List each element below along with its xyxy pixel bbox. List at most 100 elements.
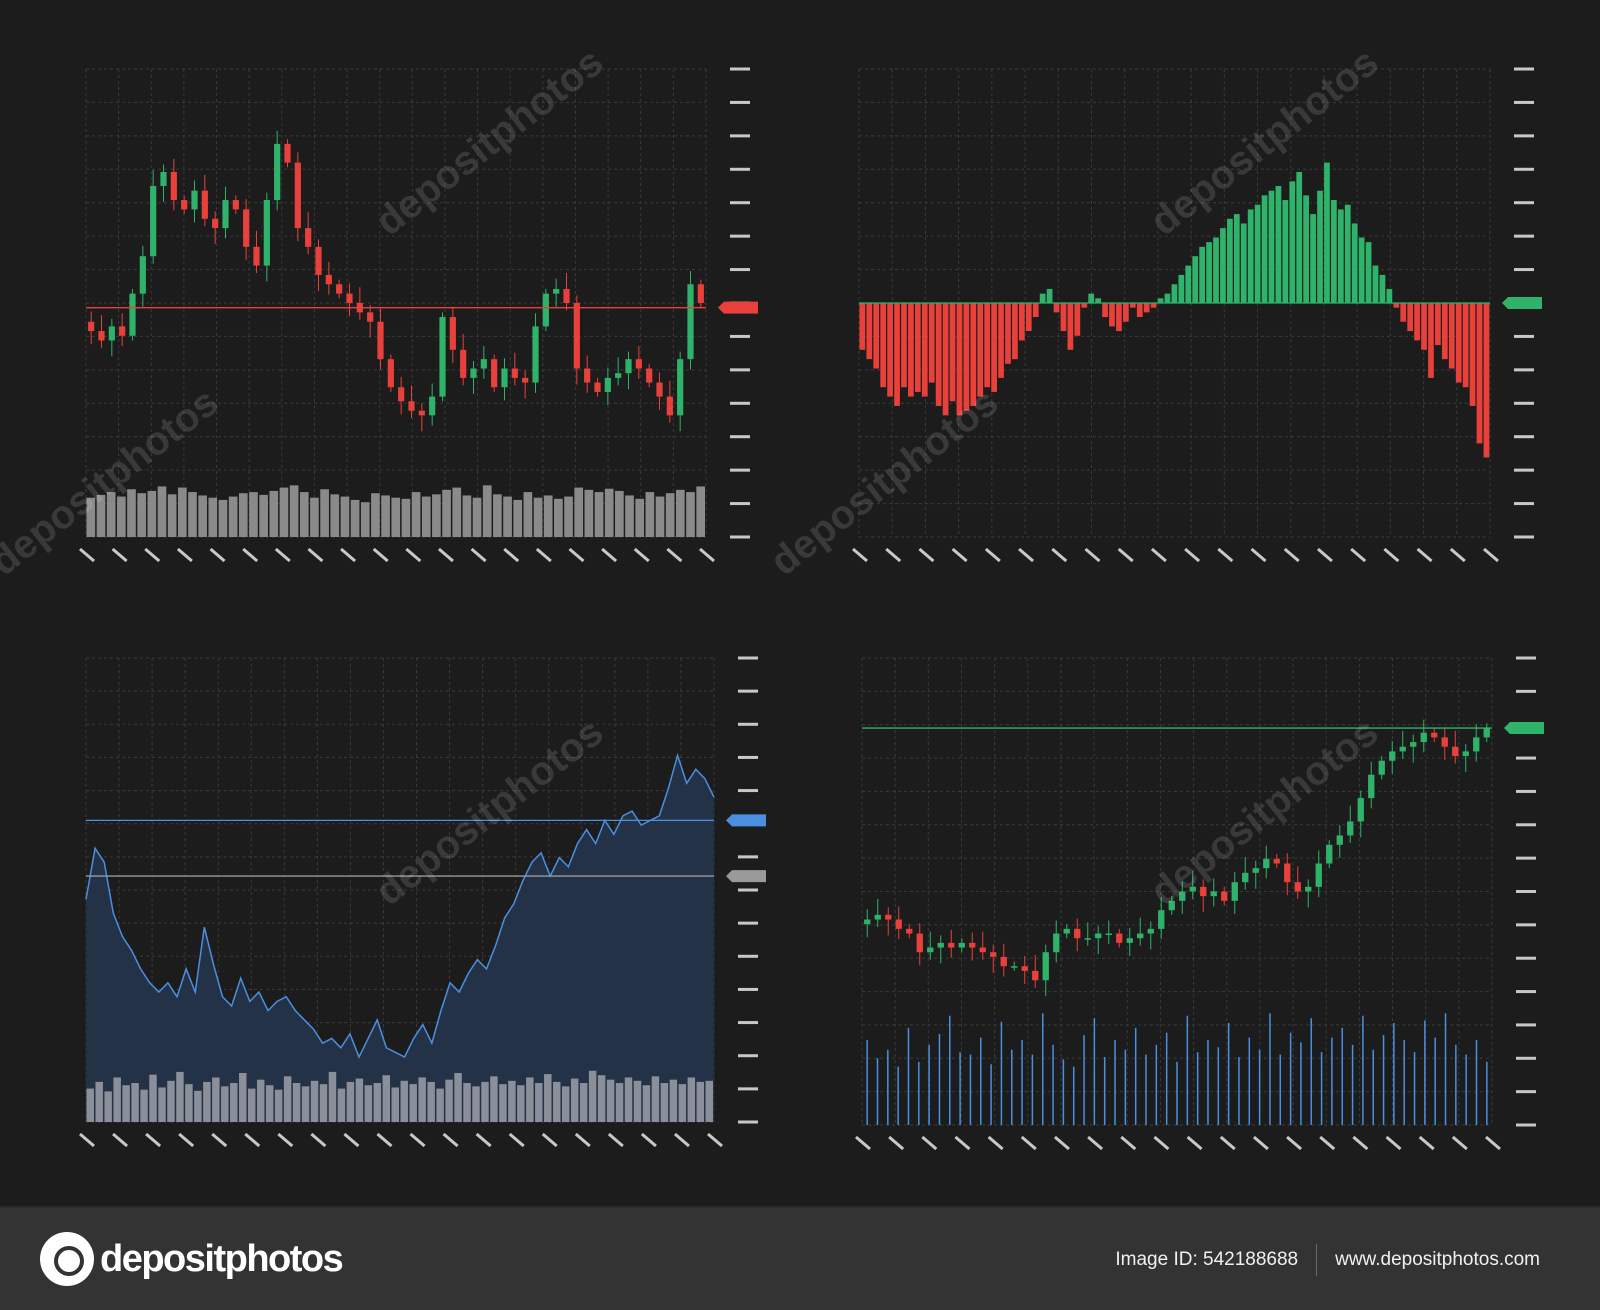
- volume-bar: [513, 499, 523, 537]
- candle-down: [1200, 886, 1207, 897]
- histogram-bar-negative: [1136, 303, 1143, 318]
- volume-bar: [436, 1088, 444, 1122]
- candle-down: [367, 312, 374, 322]
- candle-down: [305, 228, 312, 247]
- volume-bar: [96, 494, 106, 537]
- y-axis-tick-label: [738, 921, 758, 925]
- histogram-bar-negative: [880, 303, 887, 388]
- histogram-bar-negative: [908, 303, 914, 397]
- volume-bar: [131, 1083, 139, 1122]
- volume-bar: [1289, 1032, 1292, 1125]
- x-axis-tick-label: [211, 1132, 228, 1148]
- candle-up: [191, 190, 198, 210]
- histogram-bar-negative: [901, 303, 907, 388]
- volume-bar: [615, 1083, 624, 1122]
- candle-down: [916, 933, 923, 953]
- volume-bar: [1145, 1054, 1147, 1125]
- histogram-bar-positive: [1227, 218, 1233, 303]
- y-axis-tick-label: [730, 535, 750, 539]
- image-id: Image ID: 542188688: [1115, 1249, 1299, 1270]
- candle-down: [418, 410, 425, 416]
- candle-down: [1294, 882, 1301, 892]
- candle-up: [1347, 821, 1354, 836]
- histogram-bar-positive: [1310, 214, 1316, 303]
- candle-down: [979, 947, 986, 953]
- volume-bar: [1310, 1018, 1313, 1125]
- volume-bar: [320, 489, 329, 537]
- volume-bar: [228, 496, 238, 537]
- x-axis-tick-label: [310, 1132, 327, 1148]
- candle-up: [1378, 760, 1385, 775]
- candle-up: [160, 171, 167, 186]
- volume-bar: [432, 494, 441, 537]
- y-axis-tick-label: [730, 435, 750, 439]
- x-axis-tick-label: [376, 1132, 393, 1148]
- histogram-bar-negative: [1476, 303, 1483, 444]
- volume-bar: [907, 1027, 910, 1125]
- x-axis-tick-label: [1350, 547, 1367, 563]
- y-axis-tick-label: [1514, 134, 1534, 138]
- volume-bar: [104, 1091, 112, 1122]
- x-axis-tick-label: [1418, 1135, 1435, 1151]
- volume-bar: [346, 1081, 355, 1122]
- y-axis-tick-label: [738, 888, 758, 892]
- histogram-bar-positive: [1275, 186, 1282, 303]
- website-link[interactable]: www.depositphotos.com: [1335, 1249, 1540, 1270]
- volume-bar: [421, 496, 431, 537]
- depositphotos-logo[interactable]: depositphotos: [40, 1232, 344, 1286]
- histogram-bar-negative: [942, 303, 949, 416]
- candle-down: [232, 200, 239, 210]
- candle-up: [604, 377, 611, 392]
- x-axis-tick-label: [673, 1132, 690, 1148]
- candle-down: [449, 317, 456, 350]
- candle-down: [522, 377, 529, 383]
- volume-bar: [269, 490, 279, 537]
- volume-bar: [655, 496, 665, 537]
- y-axis-tick-label: [730, 234, 750, 238]
- candle-down: [212, 218, 219, 229]
- histogram-bar-positive: [1289, 181, 1296, 303]
- volume-bar: [676, 489, 685, 537]
- volume-bar: [938, 1033, 941, 1125]
- histogram-bar-negative: [1421, 303, 1427, 350]
- y-axis-tick-label: [730, 167, 750, 171]
- candle-up: [1263, 858, 1270, 869]
- histogram-bar-negative: [977, 303, 984, 397]
- x-axis-tick-label: [987, 1135, 1004, 1151]
- volume-bar: [535, 1083, 543, 1122]
- volume-bar: [949, 1015, 951, 1125]
- y-axis-tick-label: [738, 755, 758, 759]
- candle-down: [387, 359, 394, 388]
- y-axis-tick-label: [738, 954, 758, 958]
- candle-down: [511, 368, 518, 378]
- candle-up: [864, 919, 871, 925]
- candle-up: [1095, 933, 1102, 939]
- candle-up: [927, 947, 934, 953]
- volume-bar: [452, 487, 462, 537]
- volume-bar: [887, 1049, 889, 1125]
- volume-bar: [330, 494, 340, 537]
- histogram-bar-positive: [1213, 237, 1219, 303]
- x-axis-tick-label: [1250, 547, 1267, 563]
- volume-bar: [1000, 1021, 1003, 1125]
- histogram-bar-positive: [1351, 223, 1358, 303]
- candle-up: [1126, 938, 1133, 943]
- volume-bar: [918, 1061, 920, 1125]
- histogram-bar-positive: [1331, 200, 1337, 303]
- candle-up: [480, 359, 487, 369]
- volume-bar: [400, 1080, 408, 1122]
- volume-bar: [959, 1052, 961, 1125]
- candle-up: [937, 942, 944, 948]
- volume-bar: [238, 493, 248, 537]
- histogram-bar-negative: [921, 303, 928, 397]
- volume-bar: [239, 1073, 247, 1122]
- candle-down: [294, 162, 301, 229]
- x-axis-tick-label: [372, 547, 389, 563]
- x-axis-tick-label: [144, 547, 161, 563]
- candle-down: [284, 143, 291, 163]
- area-fill: [86, 755, 714, 1122]
- candle-down: [201, 190, 208, 219]
- candle-up: [1210, 891, 1217, 897]
- volume-bar: [259, 494, 268, 537]
- volume-bar: [876, 1058, 879, 1125]
